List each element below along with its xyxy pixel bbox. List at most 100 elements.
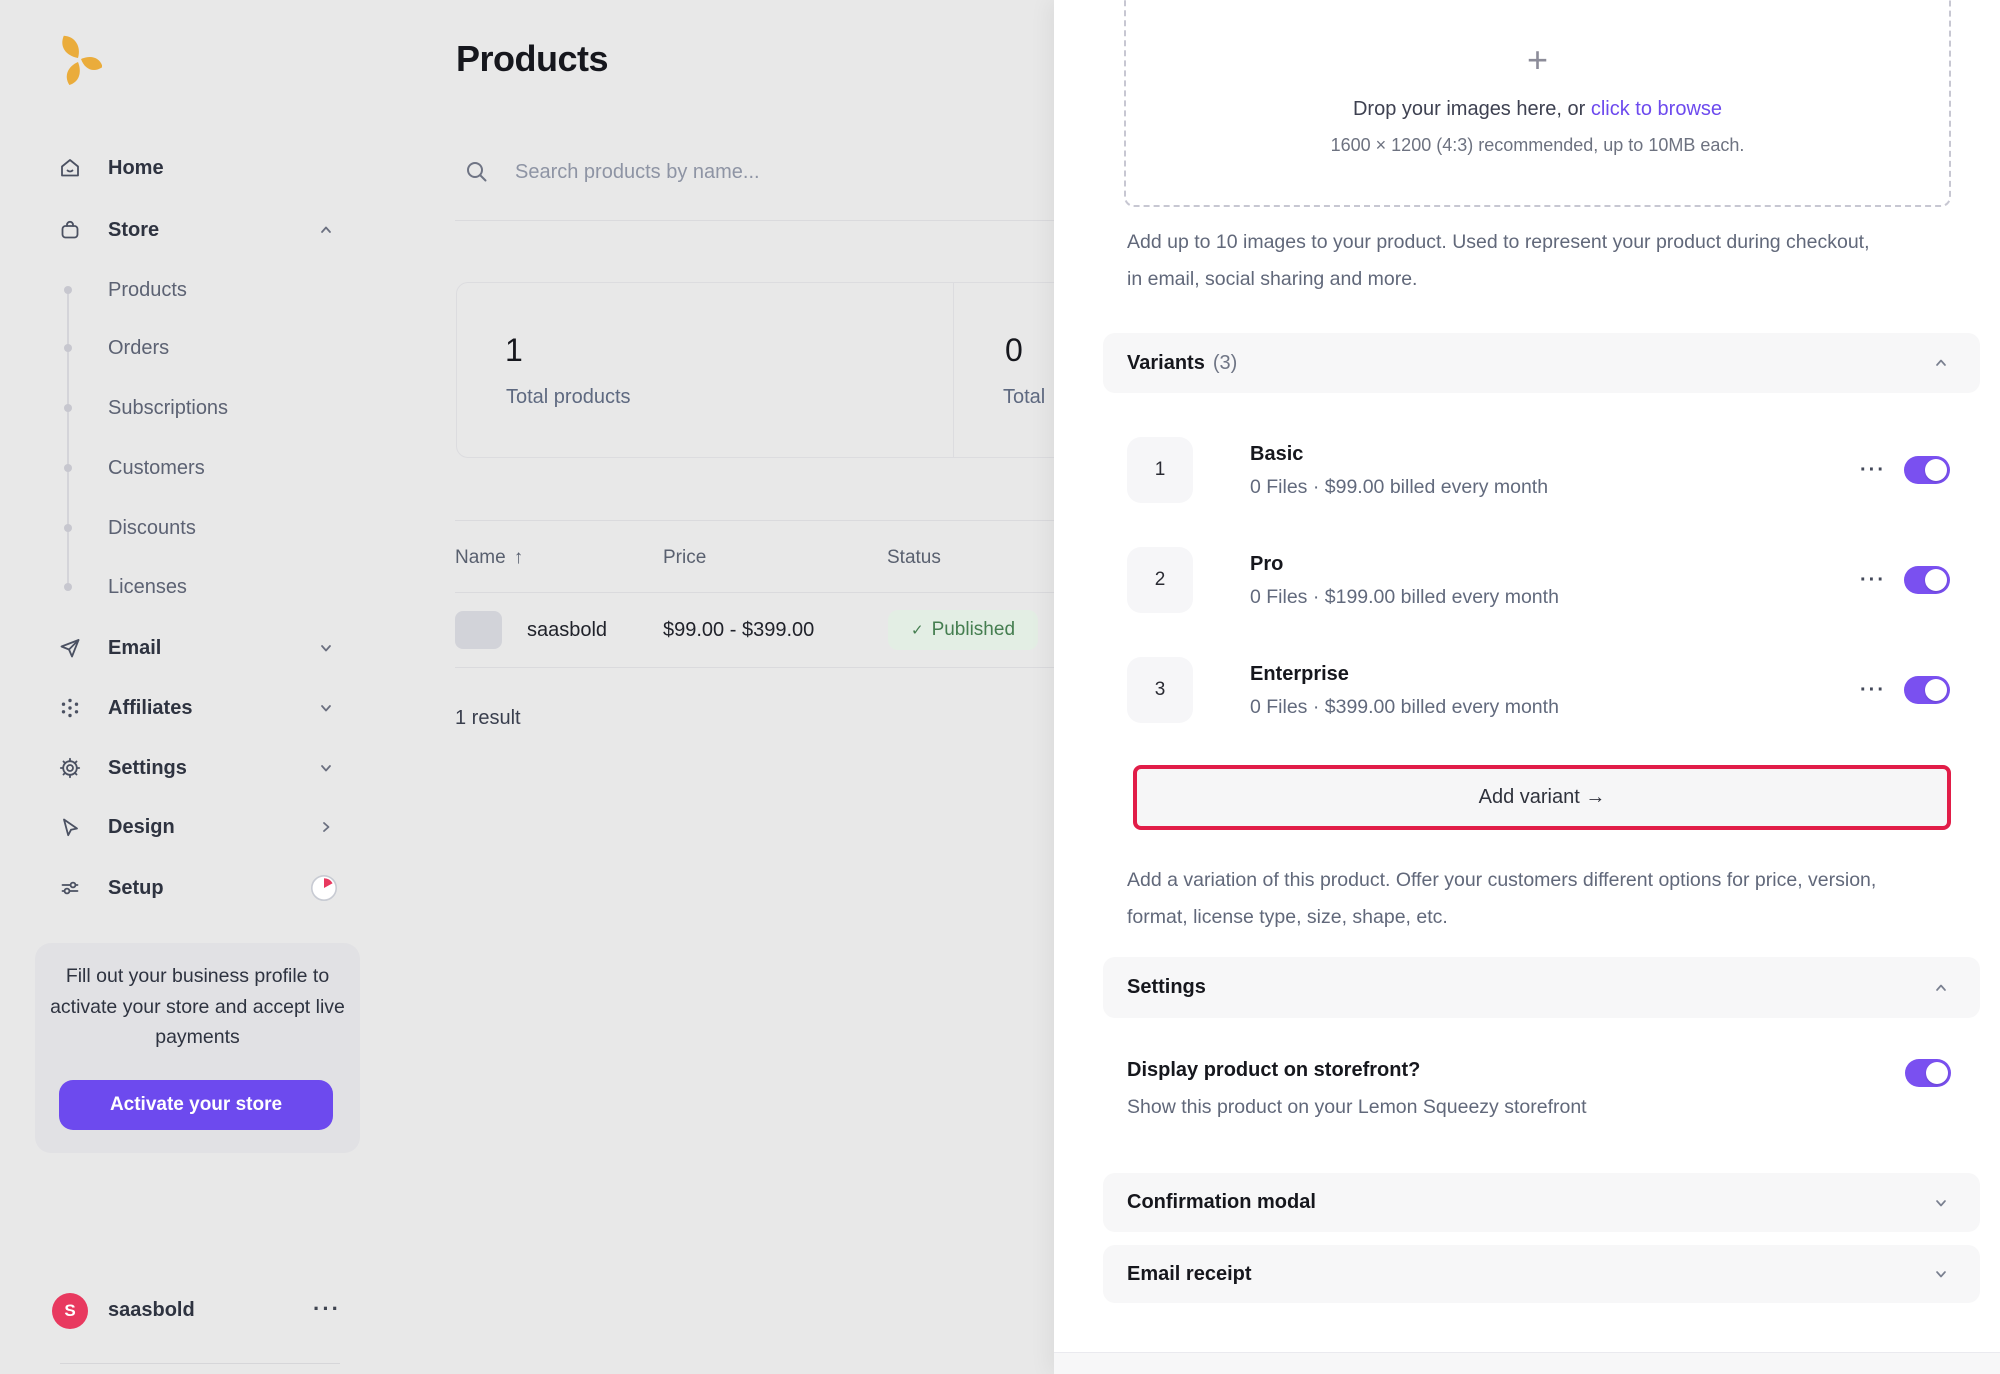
column-header-label: Name xyxy=(455,547,506,568)
variants-count: (3) xyxy=(1212,351,1238,374)
product-thumbnail[interactable] xyxy=(455,611,502,649)
stat-second-label: Total xyxy=(1003,386,1046,408)
subnav-bullet xyxy=(64,583,72,591)
lemon-squeezy-logo-icon[interactable] xyxy=(58,26,102,92)
variant-number: 3 xyxy=(1154,679,1166,700)
sidebar-item-subscriptions[interactable]: Subscriptions xyxy=(108,397,229,419)
check-icon: ✓ xyxy=(910,622,924,639)
email-receipt-section-header[interactable]: Email receipt xyxy=(1103,1245,1980,1303)
divider xyxy=(455,520,1100,521)
subnav-bullet xyxy=(64,524,72,532)
home-icon xyxy=(58,156,82,180)
variant-row: 1 Basic 0 Files · $99.00 billed every mo… xyxy=(1103,430,1980,510)
store-bag-icon xyxy=(58,218,82,242)
sidebar-item-orders[interactable]: Orders xyxy=(108,337,170,359)
sliders-icon xyxy=(58,876,82,900)
settings-section-header[interactable]: Settings xyxy=(1103,957,1980,1018)
setup-progress-icon xyxy=(310,874,338,902)
status-badge-label: Published xyxy=(931,619,1016,640)
display-on-storefront-toggle[interactable] xyxy=(1905,1059,1951,1087)
product-name-cell[interactable]: saasbold xyxy=(527,619,608,641)
product-price-cell: $99.00 - $399.00 xyxy=(663,619,815,641)
sidebar-item-setup[interactable]: Setup xyxy=(58,874,164,902)
sidebar-item-label: Store xyxy=(108,218,160,241)
sidebar-item-label: Affiliates xyxy=(108,696,193,719)
chevron-down-icon xyxy=(318,700,334,716)
dropzone-instruction-text: Drop your images here, or xyxy=(1352,98,1591,120)
gear-icon xyxy=(58,756,82,780)
chevron-up-icon xyxy=(1932,354,1950,372)
variant-number-badge: 3 xyxy=(1127,657,1193,723)
column-header-price[interactable]: Price xyxy=(663,547,707,568)
sidebar-item-store[interactable]: Store xyxy=(58,216,159,244)
activate-store-button[interactable]: Activate your store xyxy=(59,1080,333,1130)
variants-section-header[interactable]: Variants (3) xyxy=(1103,333,1980,393)
column-header-status[interactable]: Status xyxy=(887,547,941,568)
chevron-up-icon xyxy=(1932,979,1950,997)
dropzone-instruction: Drop your images here, or click to brows… xyxy=(1126,96,1949,122)
subnav-bullet xyxy=(64,404,72,412)
chevron-down-icon xyxy=(1932,1265,1950,1283)
stats-card-container xyxy=(456,282,1156,458)
toggle-knob xyxy=(1926,1062,1948,1084)
sidebar-item-design[interactable]: Design xyxy=(58,813,175,841)
sidebar-item-label: Design xyxy=(108,815,175,838)
section-title: Confirmation modal xyxy=(1127,1191,1316,1213)
variant-enabled-toggle[interactable] xyxy=(1904,676,1950,704)
chevron-right-icon xyxy=(318,819,334,835)
avatar[interactable]: S xyxy=(52,1293,88,1329)
add-variant-button[interactable]: Add variant → xyxy=(1133,765,1951,830)
display-on-storefront-label: Display product on storefront? xyxy=(1127,1059,1421,1081)
status-badge: ✓ Published xyxy=(888,610,1038,650)
sidebar-item-customers[interactable]: Customers xyxy=(108,457,205,479)
more-options-icon[interactable]: ··· xyxy=(1860,459,1886,481)
sidebar-item-affiliates[interactable]: Affiliates xyxy=(58,694,192,722)
stat-total-products-value: 1 xyxy=(505,332,523,368)
toggle-knob xyxy=(1925,679,1947,701)
more-options-icon[interactable]: ··· xyxy=(1860,679,1886,701)
sidebar-item-discounts[interactable]: Discounts xyxy=(108,517,196,539)
sidebar-item-label: Setup xyxy=(108,876,164,899)
variant-details: 0 Files · $399.00 billed every month xyxy=(1250,696,1559,718)
sidebar-item-products[interactable]: Products xyxy=(108,279,187,301)
divider xyxy=(455,592,1100,593)
user-menu-more-icon[interactable]: ··· xyxy=(313,1296,341,1321)
variant-enabled-toggle[interactable] xyxy=(1904,566,1950,594)
search-icon xyxy=(464,159,490,185)
variant-number-badge: 2 xyxy=(1127,547,1193,613)
image-dropzone[interactable]: + Drop your images here, or click to bro… xyxy=(1124,0,1951,207)
confirmation-modal-section-header[interactable]: Confirmation modal xyxy=(1103,1173,1980,1232)
sidebar-item-label: Settings xyxy=(108,756,187,779)
chevron-down-icon xyxy=(318,640,334,656)
subnav-bullet xyxy=(64,464,72,472)
divider xyxy=(60,1363,340,1364)
images-help-text: Add up to 10 images to your product. Use… xyxy=(1127,231,1870,290)
chevron-down-icon xyxy=(1932,1194,1950,1212)
sort-ascending-icon: ↑ xyxy=(513,547,524,568)
variant-number: 2 xyxy=(1154,569,1166,590)
sidebar-item-home[interactable]: Home xyxy=(58,154,164,182)
section-title: Email receipt xyxy=(1127,1262,1252,1285)
sidebar-item-licenses[interactable]: Licenses xyxy=(108,576,187,598)
column-header-name[interactable]: Name ↑ xyxy=(455,547,523,569)
more-options-icon[interactable]: ··· xyxy=(1860,569,1886,591)
divider xyxy=(953,282,954,458)
stat-total-products-label: Total products xyxy=(506,386,631,408)
variant-enabled-toggle[interactable] xyxy=(1904,456,1950,484)
cursor-icon xyxy=(58,815,82,839)
page-title: Products xyxy=(456,38,609,79)
chevron-down-icon xyxy=(318,760,334,776)
display-on-storefront-subtitle: Show this product on your Lemon Squeezy … xyxy=(1127,1096,1587,1118)
divider xyxy=(455,667,1100,668)
sidebar-item-settings[interactable]: Settings xyxy=(58,754,187,782)
variants-help-text: Add a variation of this product. Offer y… xyxy=(1127,869,1877,928)
search-input[interactable] xyxy=(515,152,995,192)
result-count: 1 result xyxy=(455,707,521,729)
callout-text: Fill out your business profile to activa… xyxy=(50,965,345,1048)
section-title: Variants xyxy=(1127,351,1205,374)
sidebar-item-email[interactable]: Email xyxy=(58,634,161,662)
click-to-browse-link[interactable]: click to browse xyxy=(1590,98,1723,120)
stat-second-value: 0 xyxy=(1005,332,1023,368)
paper-plane-icon xyxy=(58,636,82,660)
sidebar-subnav-connector xyxy=(67,290,69,587)
